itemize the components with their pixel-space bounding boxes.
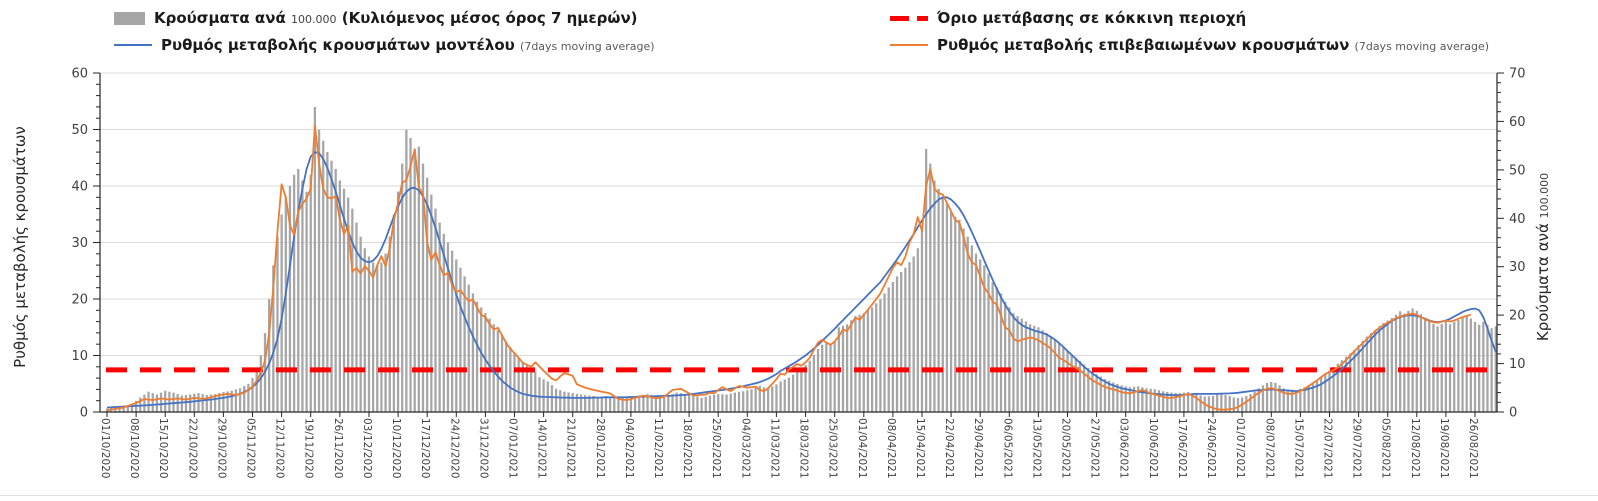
x-tick-label: 25/03/2021	[827, 418, 839, 479]
x-tick-label: 26/08/2021	[1467, 418, 1479, 479]
x-tick-label: 05/11/2020	[245, 418, 257, 479]
x-tick-label: 04/03/2021	[739, 418, 751, 479]
x-tick-label: 11/03/2021	[768, 418, 780, 479]
x-tick-label: 19/11/2020	[303, 418, 315, 479]
x-tick-label: 17/06/2021	[1176, 418, 1188, 479]
x-axis: 01/10/2020 08/10/2020 15/10/2020 22/10/2020…	[99, 412, 1479, 479]
bar-swatch-icon	[114, 11, 145, 25]
x-tick-label: 15/07/2021	[1292, 418, 1304, 479]
svg-text:10: 10	[1509, 357, 1526, 372]
cases-bars-series	[105, 106, 1497, 413]
legend-label-model: Ρυθμός μεταβολής κρουσμάτων μοντέλου (7d…	[161, 36, 655, 54]
svg-text:70: 70	[1509, 67, 1526, 82]
x-tick-label: 24/06/2021	[1205, 418, 1217, 479]
x-tick-label: 04/02/2021	[623, 418, 635, 479]
x-tick-label: 05/08/2021	[1380, 418, 1392, 479]
x-tick-label: 24/12/2020	[448, 418, 460, 479]
x-tick-label: 27/05/2021	[1089, 418, 1101, 479]
svg-text:0: 0	[80, 406, 88, 421]
legend-label-cases: Κρούσματα ανά 100.000 (Κυλιόμενος μέσος …	[154, 9, 638, 27]
blue-line-swatch-icon	[114, 44, 152, 46]
right-axis-title: Κρούσματα ανά 100.000	[1534, 172, 1552, 342]
legend-item-cases-bars: Κρούσματα ανά 100.000 (Κυλιόμενος μέσος …	[114, 9, 638, 27]
x-tick-label: 19/08/2021	[1438, 418, 1450, 479]
x-tick-label: 22/07/2021	[1322, 418, 1334, 479]
x-tick-label: 12/11/2020	[274, 418, 286, 479]
x-tick-label: 08/04/2021	[885, 418, 897, 479]
svg-text:30: 30	[71, 236, 88, 251]
svg-text:40: 40	[71, 180, 88, 195]
x-tick-label: 20/05/2021	[1060, 418, 1072, 479]
svg-text:10: 10	[71, 349, 88, 364]
x-tick-label: 08/10/2020	[128, 418, 140, 479]
svg-text:50: 50	[1509, 163, 1526, 178]
svg-text:60: 60	[1509, 115, 1526, 130]
x-tick-label: 18/02/2021	[681, 418, 693, 479]
svg-text:60: 60	[71, 67, 88, 82]
svg-text:0: 0	[1509, 406, 1517, 421]
x-tick-label: 17/12/2020	[419, 418, 431, 479]
x-tick-label: 12/08/2021	[1409, 418, 1421, 479]
svg-text:30: 30	[1509, 260, 1526, 275]
svg-text:20: 20	[71, 293, 88, 308]
legend-item-threshold: Όριο μετάβασης σε κόκκινη περιοχή	[890, 9, 1246, 27]
y-axis-left: 0 10 20 30 40 50 60	[71, 67, 100, 421]
x-tick-label: 08/07/2021	[1263, 418, 1275, 479]
x-tick-label: 14/01/2021	[536, 418, 548, 479]
x-tick-label: 15/10/2020	[157, 418, 169, 479]
x-tick-label: 21/01/2021	[565, 418, 577, 479]
x-tick-label: 13/05/2021	[1030, 418, 1042, 479]
legend-item-model-line: Ρυθμός μεταβολής κρουσμάτων μοντέλου (7d…	[114, 36, 655, 54]
legend-item-confirmed-line: Ρυθμός μεταβολής επιβεβαιωμένων κρουσμάτ…	[890, 36, 1489, 54]
x-tick-label: 10/06/2021	[1147, 418, 1159, 479]
x-tick-label: 29/10/2020	[215, 418, 227, 479]
x-tick-label: 22/10/2020	[186, 418, 198, 479]
svg-text:50: 50	[71, 123, 88, 138]
y-axis-right: 0 10 20 30 40 50 60 70	[1497, 67, 1526, 421]
x-tick-label: 03/12/2020	[361, 418, 373, 479]
svg-text:20: 20	[1509, 309, 1526, 324]
x-tick-label: 28/01/2021	[594, 418, 606, 479]
legend-label-confirmed: Ρυθμός μεταβολής επιβεβαιωμένων κρουσμάτ…	[937, 36, 1490, 54]
svg-text:40: 40	[1509, 212, 1526, 227]
x-tick-label: 01/10/2020	[99, 418, 111, 479]
red-dash-swatch-icon	[890, 15, 928, 21]
x-tick-label: 06/05/2021	[1001, 418, 1013, 479]
x-tick-label: 01/04/2021	[856, 418, 868, 479]
x-tick-label: 25/02/2021	[710, 418, 722, 479]
x-tick-label: 10/12/2020	[390, 418, 402, 479]
x-tick-label: 15/04/2021	[914, 418, 926, 479]
x-tick-label: 26/11/2020	[332, 418, 344, 479]
x-tick-label: 03/06/2021	[1118, 418, 1130, 479]
x-tick-label: 31/12/2020	[477, 418, 489, 479]
gridlines	[100, 72, 1497, 356]
x-tick-label: 18/03/2021	[798, 418, 810, 479]
left-axis-title: Ρυθμός μεταβολής κρουσμάτων	[11, 126, 29, 368]
x-tick-label: 11/02/2021	[652, 418, 664, 479]
bottom-divider	[0, 495, 1598, 496]
orange-line-swatch-icon	[890, 44, 928, 46]
x-tick-label: 01/07/2021	[1234, 418, 1246, 479]
x-tick-label: 29/07/2021	[1351, 418, 1363, 479]
x-tick-label: 22/04/2021	[943, 418, 955, 479]
x-tick-label: 29/04/2021	[972, 418, 984, 479]
legend-label-threshold: Όριο μετάβασης σε κόκκινη περιοχή	[937, 9, 1247, 27]
confirmed-line	[106, 125, 1472, 412]
x-tick-label: 07/01/2021	[507, 418, 519, 479]
